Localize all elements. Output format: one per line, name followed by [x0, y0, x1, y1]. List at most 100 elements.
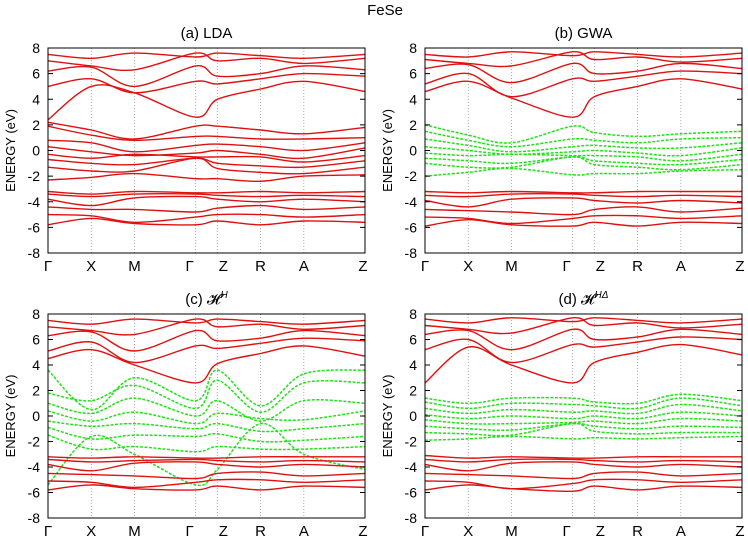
- panel-c-band-6: [47, 369, 366, 411]
- panel-b-kpoint-label: R: [632, 258, 643, 275]
- panel-b-band-13: [424, 167, 743, 177]
- panel-b-band-6: [424, 124, 743, 144]
- panel-c-kpoint-label: A: [299, 523, 309, 540]
- panel-b-band-14: [424, 190, 742, 194]
- panel-a-band-2: [47, 52, 366, 71]
- panel-d-band-6: [424, 393, 743, 405]
- panel-d-band-19: [424, 484, 743, 492]
- panel-a-axis-frame: [47, 47, 366, 254]
- panel-a-band-7: [47, 125, 366, 142]
- panel-c-kpoint-label: M: [128, 523, 141, 540]
- panel-d-ytick-label: 6: [409, 332, 417, 348]
- panel-a-band-4: [47, 72, 366, 94]
- panel-d-band-9: [424, 411, 743, 420]
- panel-c-band-5: [47, 345, 366, 384]
- panel-b-title-main: (b) GWA: [555, 25, 613, 42]
- panel-c-band-4: [47, 337, 366, 364]
- panel-c-title-superscript: H: [220, 290, 228, 301]
- panel-c-kpoint-label: Γ: [44, 523, 52, 540]
- panel-d-ytick-label: -8: [405, 510, 418, 526]
- panel-d-band-8: [424, 403, 743, 415]
- panel-a-band-19: [47, 217, 366, 226]
- panel-d-ytick-label: 2: [409, 383, 417, 399]
- figure-title: FeSe: [367, 2, 403, 19]
- panel-d-kpoint-label: Γ: [563, 523, 571, 540]
- panel-d-kpoint-label: Z: [596, 523, 605, 540]
- panel-a-ytick-label: 0: [32, 143, 40, 159]
- panel-b-ytick-label: 0: [409, 143, 417, 159]
- panel-c-band-2: [47, 318, 366, 336]
- panel-c-band-9: [47, 410, 366, 425]
- panel-c-band-19: [47, 484, 366, 491]
- panel-b-band-9: [424, 145, 743, 157]
- panel-d-ylabel: ENERGY (eV): [380, 375, 395, 458]
- panel-d-band-17: [424, 471, 743, 480]
- panel-d-band-5: [424, 343, 743, 384]
- panel-a-band-10: [47, 153, 366, 163]
- panel-a-kpoint-label: M: [128, 258, 141, 275]
- panel-a-ytick-label: -8: [28, 245, 41, 261]
- panel-c-kpoint-label: Γ: [186, 523, 194, 540]
- panel-b-band-17: [424, 206, 743, 216]
- panel-a-title: (a) LDA: [181, 25, 233, 42]
- panel-b-band-7: [424, 130, 743, 148]
- panel-d-band-7: [424, 397, 743, 410]
- panel-a-band-13: [47, 172, 366, 183]
- panel-d-kpoint-label: X: [463, 523, 473, 540]
- panel-d-ytick-label: 8: [409, 306, 417, 322]
- panel-c-band-13: [47, 422, 366, 487]
- panel-d-band-11: [424, 422, 743, 432]
- panel-c-band-11: [47, 426, 366, 443]
- panel-a-ytick-label: -6: [28, 219, 41, 235]
- panel-a-band-12: [47, 157, 366, 175]
- panel-c-ytick-label: 4: [32, 357, 40, 373]
- panel-d-band-14: [424, 454, 742, 459]
- panel-b-band-18: [424, 214, 743, 225]
- panel-a-band-16: [47, 195, 366, 207]
- panel-d-ytick-label: -6: [405, 485, 418, 501]
- panel-b-ytick-label: -6: [405, 219, 418, 235]
- panel-d-band-1: [424, 317, 743, 324]
- panel-d-kpoint-label: M: [505, 523, 518, 540]
- panel-d-band-18: [424, 478, 743, 490]
- panel-b-ytick-label: 4: [409, 91, 417, 107]
- panel-b-band-1: [424, 51, 743, 58]
- panel-b-kpoint-label: A: [676, 258, 686, 275]
- panel-b-band-8: [424, 138, 743, 153]
- panel-a-band-15: [47, 193, 366, 198]
- panel-c-kpoint-label: R: [255, 523, 266, 540]
- panel-b-band-10: [424, 152, 743, 162]
- panel-a-band-18: [47, 213, 366, 224]
- panel-c-band-18: [47, 478, 366, 489]
- panel-b-band-11: [424, 156, 743, 166]
- panel-d-kpoint-label: R: [632, 523, 643, 540]
- panel-b-title: (b) GWA: [555, 25, 613, 42]
- panel-a-kpoint-label: A: [299, 258, 309, 275]
- panel-b-band-19: [424, 218, 743, 227]
- panel-c-ytick-label: 6: [32, 332, 40, 348]
- panel-c-band-12: [47, 434, 366, 453]
- panel-c-band-17: [47, 471, 366, 480]
- panel-a-band-11: [47, 157, 366, 169]
- panel-b-band-3: [424, 62, 743, 84]
- panel-d-title-main: (d) 𝓗: [559, 291, 599, 308]
- panel-b-ylabel: ENERGY (eV): [380, 109, 395, 192]
- panel-c-axis-frame: [47, 313, 366, 519]
- panel-d-band-10: [424, 417, 743, 425]
- panel-b-band-5: [424, 78, 743, 118]
- panel-a-kpoint-label: X: [86, 258, 96, 275]
- panel-d-band-3: [424, 328, 743, 351]
- panel-c-ytick-label: 2: [32, 383, 40, 399]
- panel-d-ytick-label: -4: [405, 459, 418, 475]
- panel-d-ytick-label: -2: [405, 434, 418, 450]
- panel-b-band-16: [424, 197, 743, 208]
- panel-a-band-5: [47, 80, 366, 121]
- panel-b-ytick-label: 6: [409, 66, 417, 82]
- panel-c-band-7: [47, 379, 366, 413]
- panel-a-ytick-label: -2: [28, 168, 41, 184]
